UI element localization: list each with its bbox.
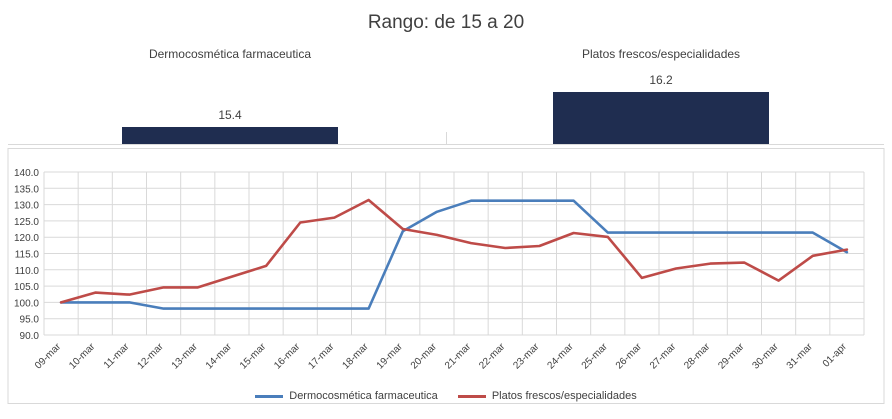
bar-platos-frescos bbox=[553, 92, 769, 144]
bar-chart-divider bbox=[446, 132, 447, 145]
x-tick-label: 01-apr bbox=[821, 341, 850, 370]
legend-item-platos-frescos: Platos frescos/especialidades bbox=[457, 390, 637, 402]
y-tick-label: 100.0 bbox=[14, 298, 39, 309]
x-tick-label: 12-mar bbox=[136, 341, 167, 372]
line-chart-frame bbox=[7, 148, 885, 404]
x-tick-label: 11-mar bbox=[102, 341, 132, 371]
x-tick-label: 10-mar bbox=[67, 341, 98, 372]
x-tick-label: 31-mar bbox=[785, 341, 816, 372]
range-bar-chart: Dermocosmética farmaceutica Platos fresc… bbox=[0, 40, 892, 148]
y-tick-label: 115.0 bbox=[15, 250, 40, 261]
y-tick-label: 105.0 bbox=[14, 282, 39, 293]
y-tick-label: 120.0 bbox=[14, 233, 39, 244]
legend-item-dermocosmetica: Dermocosmética farmaceutica bbox=[255, 390, 438, 402]
legend-label-platos-frescos: Platos frescos/especialidades bbox=[491, 390, 637, 402]
bar-category-label-platos-frescos: Platos frescos/especialidades bbox=[581, 47, 741, 61]
x-tick-label: 26-mar bbox=[614, 341, 645, 372]
legend-swatch-dermocosmetica bbox=[255, 394, 284, 398]
bar-value-label-dermocosmetica: 15.4 bbox=[218, 107, 242, 122]
x-tick-label: 13-mar bbox=[170, 341, 201, 372]
x-tick-label: 09-mar bbox=[33, 341, 64, 372]
y-tick-label: 90.0 bbox=[20, 331, 40, 342]
y-tick-label: 130.0 bbox=[14, 201, 39, 212]
x-tick-label: 18-mar bbox=[341, 341, 372, 372]
series-line-platos-frescos bbox=[59, 198, 849, 304]
x-tick-label: 28-mar bbox=[682, 341, 713, 372]
x-tick-label: 17-mar bbox=[306, 341, 337, 372]
x-tick-label: 16-mar bbox=[272, 341, 303, 372]
bar-value-label-platos-frescos: 16.2 bbox=[649, 73, 673, 88]
series-line-dermocosmetica bbox=[59, 199, 849, 310]
x-tick-label: 19-mar bbox=[375, 341, 406, 372]
x-tick-label: 24-mar bbox=[546, 341, 577, 372]
chart-title: Rango: de 15 a 20 bbox=[367, 12, 525, 33]
x-tick-label: 20-mar bbox=[409, 341, 440, 372]
x-tick-label: 30-mar bbox=[751, 341, 782, 372]
x-tick-label: 15-mar bbox=[238, 341, 269, 372]
x-tick-label: 21-mar bbox=[443, 341, 474, 372]
chart-legend: Dermocosmética farmaceutica Platos fresc… bbox=[0, 390, 892, 402]
x-tick-label: 23-mar bbox=[511, 341, 542, 372]
y-tick-label: 95.0 bbox=[20, 315, 40, 326]
y-tick-label: 110.0 bbox=[15, 266, 40, 277]
x-tick-label: 25-mar bbox=[580, 341, 611, 372]
legend-swatch-platos-frescos bbox=[457, 394, 486, 398]
legend-label-dermocosmetica: Dermocosmética farmaceutica bbox=[289, 390, 438, 402]
y-tick-label: 140.0 bbox=[14, 168, 39, 179]
x-tick-label: 29-mar bbox=[716, 341, 747, 372]
x-tick-label: 22-mar bbox=[477, 341, 508, 372]
bar-dermocosmetica bbox=[122, 126, 338, 144]
y-tick-label: 125.0 bbox=[14, 217, 39, 228]
y-tick-label: 135.0 bbox=[14, 184, 39, 195]
x-tick-label: 27-mar bbox=[648, 341, 679, 372]
x-tick-label: 14-mar bbox=[204, 341, 235, 372]
line-chart: 90.0 95.0 100.0 105.0 110.0 115.0 120.0 125.0 13… bbox=[7, 148, 885, 404]
bar-category-label-dermocosmetica: Dermocosmética farmaceutica bbox=[148, 47, 312, 61]
